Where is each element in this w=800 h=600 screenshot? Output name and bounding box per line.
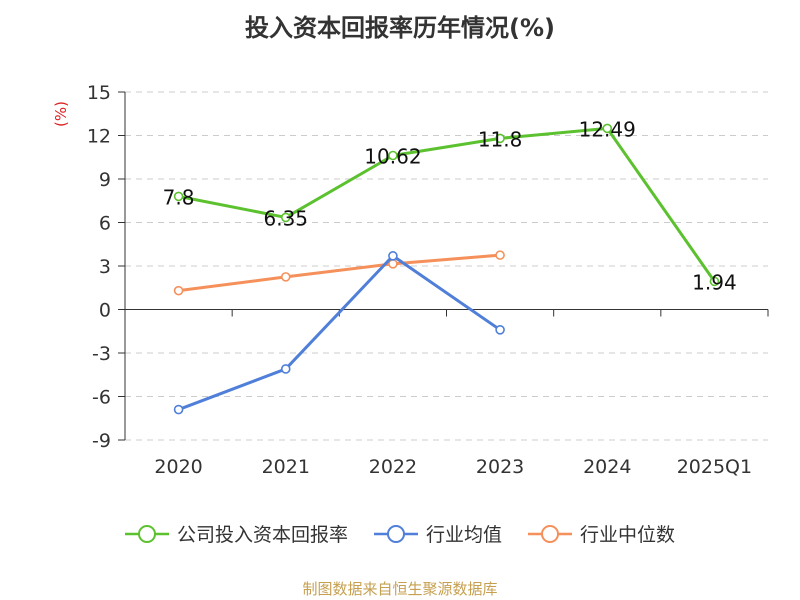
- data-point: [173, 191, 184, 202]
- x-tick-label: 2023: [476, 456, 524, 478]
- series-line: [178, 126, 716, 283]
- legend-symbol-icon: [124, 524, 169, 543]
- data-label: 12.49: [579, 117, 636, 141]
- y-tick-label: -6: [92, 387, 111, 409]
- data-label: 7.8: [163, 185, 195, 209]
- source-note: 制图数据来自恒生聚源数据库: [302, 580, 498, 598]
- legend-symbol-icon: [373, 524, 418, 543]
- data-label: 11.8: [478, 127, 523, 151]
- y-tick-label: 12: [87, 126, 111, 148]
- series-line: [178, 253, 501, 293]
- legend-label: 公司投入资本回报率: [176, 524, 348, 546]
- data-label: 10.62: [364, 145, 421, 169]
- y-tick-label: 6: [99, 213, 111, 235]
- data-point: [388, 150, 398, 161]
- y-tick-label: 9: [99, 169, 111, 191]
- data-point: [388, 251, 398, 261]
- data-label: 1.94: [692, 270, 737, 294]
- data-point: [280, 364, 291, 374]
- data-point: [495, 133, 505, 144]
- x-tick-label: 2022: [369, 456, 417, 478]
- data-point: [173, 285, 184, 296]
- data-point: [280, 212, 291, 223]
- legend: 公司投入资本回报率 行业均值 行业中位数: [0, 520, 800, 547]
- y-tick-label: 15: [87, 82, 111, 104]
- legend-item[interactable]: 行业中位数: [528, 520, 675, 547]
- data-point: [495, 324, 505, 335]
- y-tick-label: -9: [92, 430, 111, 452]
- data-point: [709, 276, 720, 287]
- data-label: 6.35: [263, 206, 308, 230]
- legend-item[interactable]: 公司投入资本回报率: [124, 520, 348, 547]
- data-point: [495, 250, 505, 260]
- data-point: [280, 272, 291, 282]
- y-tick-label: 3: [99, 256, 111, 278]
- x-tick-label: 2020: [154, 456, 202, 478]
- x-tick-label: 2025Q1: [677, 456, 752, 478]
- x-tick-label: 2024: [583, 456, 631, 478]
- plot-area: 15 12 9 6 3 0 -3 -6 -9 2020 2021 2022 2023 2024 2025Q1…: [87, 82, 769, 478]
- series-line: [178, 254, 501, 411]
- y-tick-label: -3: [92, 343, 111, 365]
- legend-label: 行业均值: [425, 524, 502, 546]
- legend-item[interactable]: 行业均值: [373, 520, 502, 547]
- legend-label: 行业中位数: [580, 524, 676, 546]
- chart-title: 投入资本回报率历年情况(%): [245, 14, 555, 42]
- legend-symbol-icon: [528, 524, 572, 543]
- data-point: [173, 404, 184, 415]
- x-tick-label: 2021: [262, 456, 310, 478]
- data-point: [388, 259, 398, 269]
- y-tick-label: 0: [99, 300, 111, 322]
- data-point: [602, 123, 613, 134]
